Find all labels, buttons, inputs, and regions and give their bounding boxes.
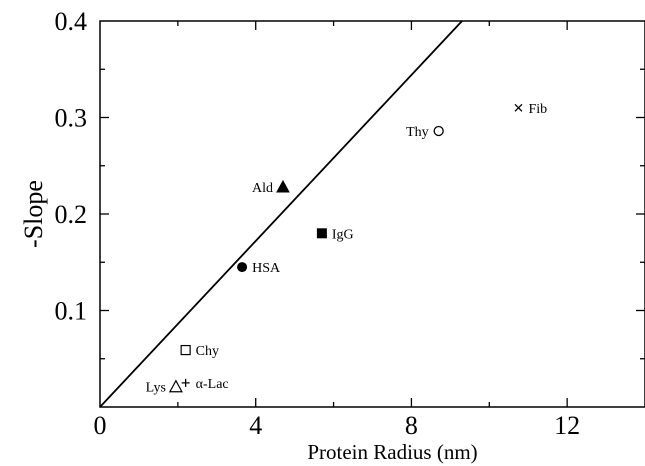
x-tick-label: 8 (405, 411, 418, 440)
point-label-lac: α-Lac (196, 377, 229, 392)
y-tick-label: 0.1 (55, 297, 88, 326)
y-tick-label: 0.4 (55, 7, 88, 36)
point-label-fib: Fib (528, 102, 547, 117)
point-lys (168, 379, 183, 393)
point-label-igg: IgG (332, 227, 354, 242)
point-labels: Lys α-Lac Chy HSA Ald IgG Thy Fib (146, 102, 547, 396)
point-lac (181, 378, 190, 387)
x-axis-title: Protein Radius (nm) (307, 440, 477, 464)
point-hsa (237, 262, 248, 273)
point-fib (514, 103, 523, 112)
data-points (168, 103, 523, 393)
point-chy (180, 344, 191, 356)
y-axis-title: -Slope (19, 180, 48, 248)
fit-line (99, 20, 463, 408)
reference-line-layer (99, 20, 463, 408)
tick-labels: 0 4 8 12 0.1 0.2 0.3 0.4 (55, 7, 581, 440)
plot-frame (99, 20, 645, 408)
x-tick-label: 4 (249, 411, 262, 440)
point-thy (433, 125, 444, 137)
y-tick-label: 0.2 (55, 200, 88, 229)
y-tick-label: 0.3 (55, 104, 88, 133)
point-label-chy: Chy (196, 344, 219, 359)
point-igg (316, 228, 327, 239)
point-label-lys: Lys (146, 381, 166, 396)
point-label-thy: Thy (406, 125, 429, 140)
point-ald (276, 179, 290, 193)
axis-ticks (100, 21, 645, 407)
x-tick-label: 0 (94, 411, 107, 440)
point-label-hsa: HSA (252, 261, 281, 276)
x-tick-label: 12 (554, 411, 580, 440)
point-label-ald: Ald (252, 181, 273, 196)
